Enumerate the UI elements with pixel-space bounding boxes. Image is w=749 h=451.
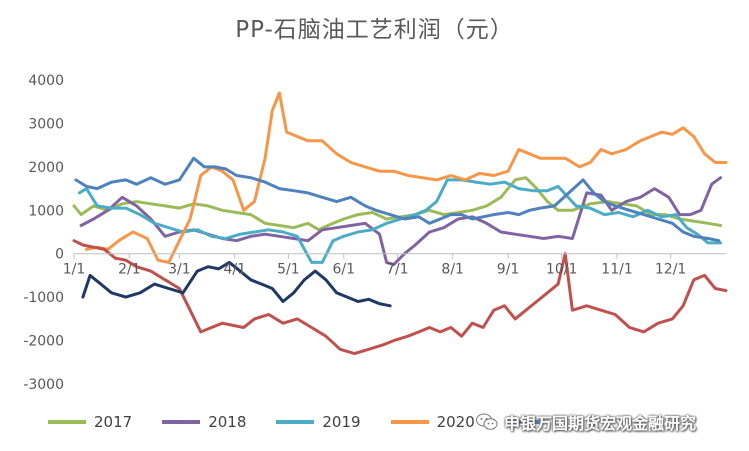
wechat-icon [476,413,498,430]
legend-swatch [504,420,543,424]
x-tick-label: 10/1 [546,262,577,278]
legend-item: 2017 [48,413,132,431]
legend-swatch [390,420,429,424]
legend-label: 2017 [94,413,133,431]
legend-item: 2019 [276,413,361,431]
x-tick-label: 5/1 [277,262,300,278]
series-line-6 [81,260,392,308]
y-tick-label: 2000 [28,160,64,176]
x-tick-label: 3/1 [168,262,191,278]
x-tick-label: 4/1 [224,262,247,278]
chart-title: PP-石脑油工艺利润（元） [235,17,514,43]
legend-label: 2020 [436,413,475,431]
y-axis: 4000 3000 2000 1000 0 -1000 -2000 -3000 [23,73,64,393]
x-axis: 1/1 2/1 3/1 4/1 5/1 6/1 7/1 8/1 9/1 10/1 11/1 12/1 [63,253,726,278]
series-layer [72,91,728,356]
legend: 2017 2018 2019 2020 [48,412,581,432]
legend-label: 2018 [208,413,247,431]
legend-swatch [276,420,315,424]
x-tick-label: 8/1 [441,262,464,278]
y-tick-label: -3000 [23,377,64,393]
y-tick-label: -2000 [23,334,64,350]
x-tick-label: 12/1 [655,262,686,278]
x-tick-label: 2/1 [118,262,141,278]
series-line-0 [72,176,723,232]
legend-swatch [162,420,201,424]
x-tick-label: 1/1 [63,262,86,278]
y-tick-label: 0 [55,247,64,263]
legend-item: 2020 [390,413,475,431]
series-line-3 [85,91,728,264]
legend-label: 2019 [322,413,361,431]
y-tick-label: 1000 [28,203,64,219]
x-tick-label: 9/1 [497,262,520,278]
series-line-4 [74,156,721,243]
series-line-1 [79,176,723,267]
y-tick-label: 3000 [28,116,64,132]
watermark-text: 申银万国期货宏观金融研究 [504,414,697,433]
y-tick-label: -1000 [23,290,64,306]
watermark: 申银万国期货宏观金融研究 [476,410,696,434]
y-tick-label: 4000 [28,73,64,89]
x-tick-label: 6/1 [332,262,355,278]
x-tick-label: 11/1 [601,262,632,278]
legend-swatch [48,420,86,424]
legend-item: 2018 [162,413,246,431]
legend-item [504,420,551,424]
x-tick-label: 7/1 [386,262,409,278]
